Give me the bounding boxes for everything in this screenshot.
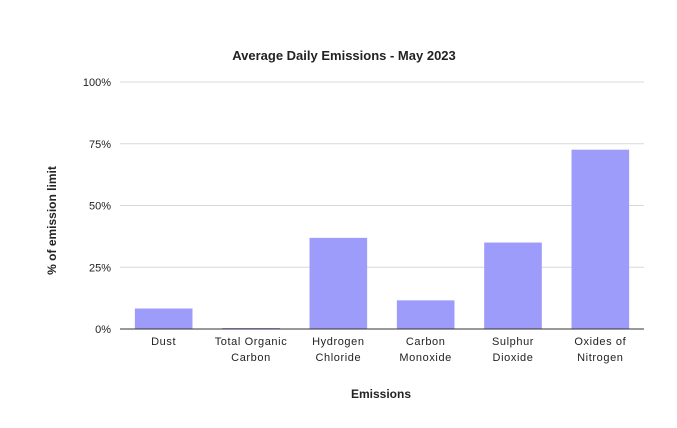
bars — [134, 149, 630, 329]
x-tick-label: Nitrogen — [577, 352, 623, 364]
x-tick-label: Dioxide — [493, 352, 534, 364]
chart-title: Average Daily Emissions - May 2023 — [232, 48, 456, 63]
x-tick-label: Sulphur — [492, 336, 534, 348]
bar — [484, 242, 542, 329]
gridlines — [120, 81, 644, 268]
x-tick-label: Total Organic — [215, 336, 288, 348]
y-tick-label: 75% — [89, 139, 111, 151]
x-tick-label: Monoxide — [399, 352, 452, 364]
bar — [134, 308, 193, 329]
bar — [396, 300, 455, 329]
x-tick-label: Chloride — [315, 352, 361, 364]
x-tick-label: Dust — [151, 336, 176, 348]
y-tick-label: 0% — [95, 324, 111, 336]
x-tick-label: Oxides of — [574, 336, 626, 348]
y-tick-label: 50% — [89, 201, 111, 213]
x-tick-label: Carbon — [231, 352, 271, 364]
x-tick-label: Hydrogen — [312, 336, 365, 348]
bar — [571, 149, 630, 329]
y-tick-label: 100% — [83, 77, 111, 89]
x-axis-title: Emissions — [351, 387, 411, 401]
x-tick-label: Carbon — [406, 336, 446, 348]
labels: Average Daily Emissions - May 2023 0% 25% 5… — [45, 48, 626, 401]
bar — [309, 237, 368, 329]
y-axis-title: % of emission limit — [45, 166, 59, 275]
y-tick-label: 25% — [89, 262, 111, 274]
